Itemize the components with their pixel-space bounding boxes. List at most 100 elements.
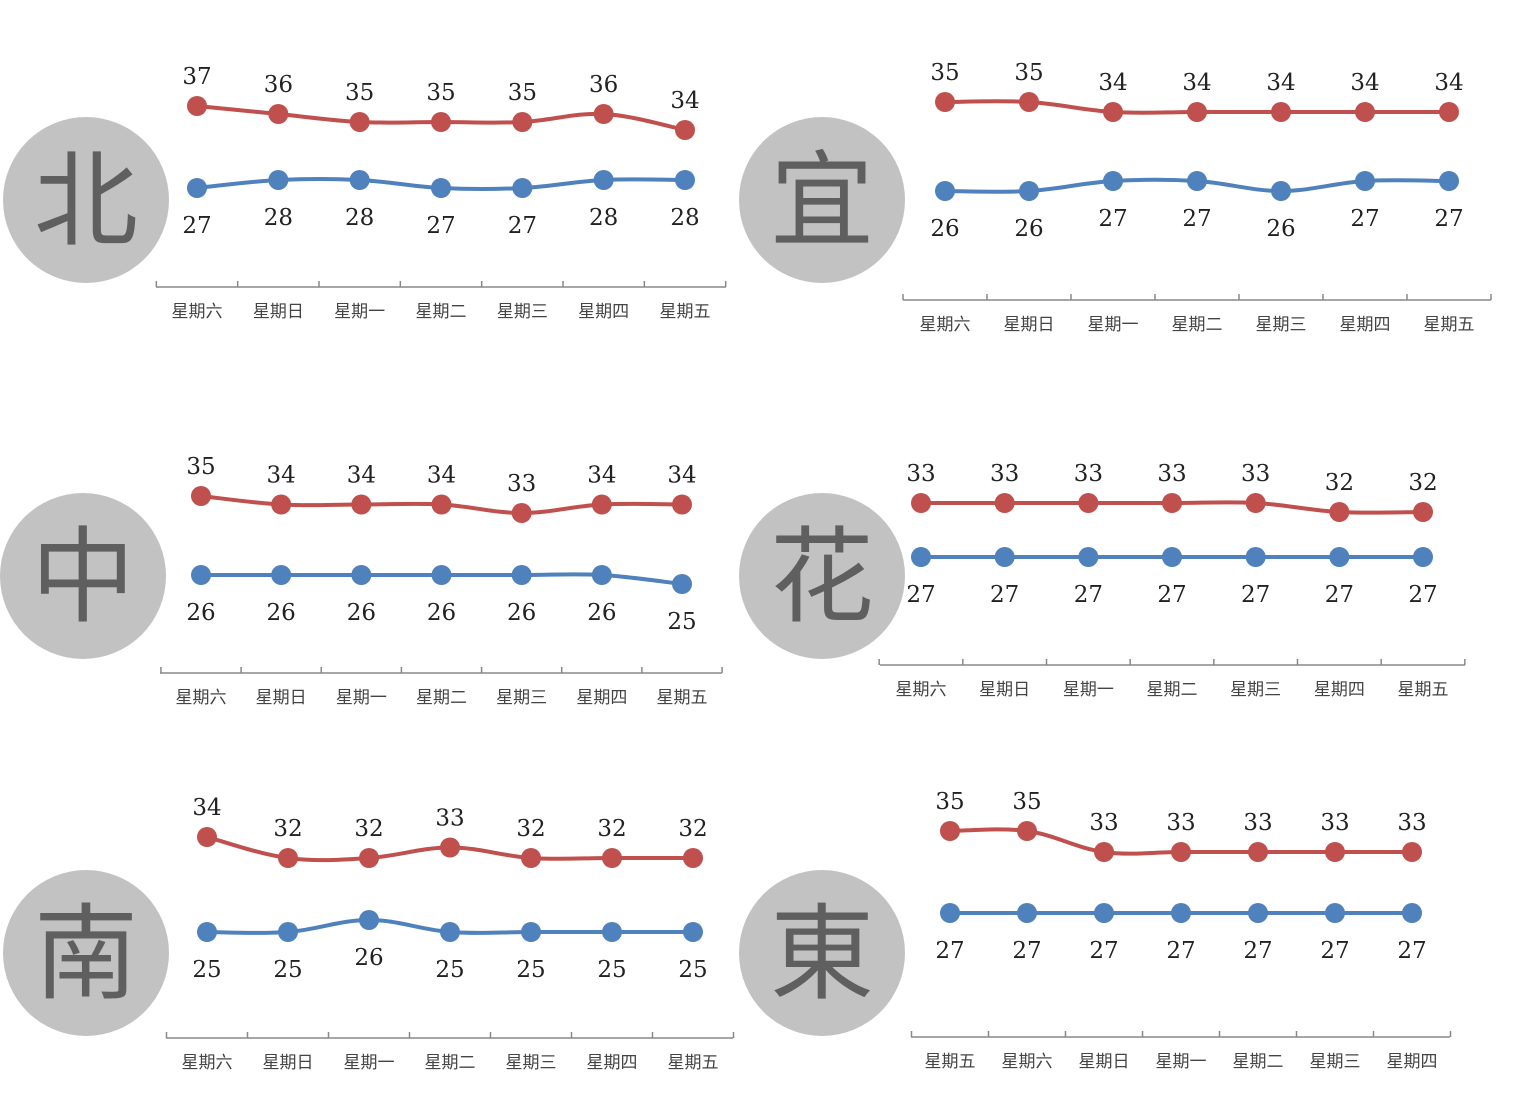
data-point-low <box>1094 903 1114 923</box>
data-point-high <box>994 493 1015 513</box>
data-point-low <box>431 565 452 585</box>
data-point-low <box>521 922 541 942</box>
data-point-high <box>187 96 207 116</box>
data-point-high <box>1162 493 1182 513</box>
data-point-high <box>1439 102 1459 122</box>
data-label-high: 32 <box>1408 470 1437 496</box>
data-point-high <box>1413 502 1433 522</box>
data-point-low <box>1439 171 1459 191</box>
data-label-high: 33 <box>1397 810 1426 836</box>
data-point-low <box>1017 903 1037 923</box>
data-label-high: 33 <box>906 461 935 487</box>
data-label-low: 26 <box>507 600 536 626</box>
data-point-high <box>591 494 612 515</box>
data-point-low <box>1162 547 1182 567</box>
data-point-high <box>1402 842 1422 862</box>
data-point-high <box>278 848 298 868</box>
x-tick-label: 星期四 <box>1340 315 1391 335</box>
data-label-low: 27 <box>1434 206 1463 232</box>
x-tick-label: 星期三 <box>506 1053 557 1073</box>
data-label-low: 28 <box>670 205 699 231</box>
data-point-low <box>994 547 1015 567</box>
data-point-high <box>191 486 211 506</box>
city-label: 南 <box>34 893 138 1015</box>
x-tick-label: 星期一 <box>1088 315 1139 335</box>
data-label-low: 27 <box>1350 206 1379 232</box>
data-label-high: 34 <box>267 463 296 489</box>
data-label-high: 35 <box>345 80 374 106</box>
data-point-high <box>1019 92 1039 112</box>
data-label-high: 33 <box>1241 461 1270 487</box>
data-label-high: 34 <box>192 795 221 821</box>
data-label-high: 33 <box>1157 461 1186 487</box>
data-point-high <box>512 112 533 132</box>
data-point-low <box>187 178 207 198</box>
data-label-high: 33 <box>1320 810 1349 836</box>
data-point-high <box>1103 102 1123 122</box>
x-tick-label: 星期二 <box>416 302 467 322</box>
data-label-high: 34 <box>667 463 696 489</box>
data-point-high <box>1325 842 1345 862</box>
x-tick-label: 星期日 <box>253 302 304 322</box>
data-point-low <box>675 170 695 190</box>
data-point-high <box>359 848 379 868</box>
x-tick-label: 星期五 <box>657 688 708 708</box>
data-label-low: 25 <box>678 957 707 983</box>
data-point-high <box>683 848 703 868</box>
data-label-high: 36 <box>589 72 618 98</box>
data-point-high <box>440 837 460 858</box>
data-label-low: 25 <box>597 957 626 983</box>
x-tick-label: 星期六 <box>1002 1052 1053 1072</box>
city-badge <box>739 117 905 283</box>
data-point-low <box>940 903 960 923</box>
data-point-high <box>1329 502 1350 522</box>
data-label-low: 27 <box>426 213 455 239</box>
data-point-low <box>278 922 298 942</box>
x-tick-label: 星期日 <box>1004 315 1055 335</box>
city-badge <box>739 870 905 1036</box>
data-label-high: 34 <box>347 463 376 489</box>
data-point-high <box>511 503 532 523</box>
x-tick-label: 星期三 <box>496 688 547 708</box>
data-label-low: 26 <box>427 600 456 626</box>
data-label-low: 25 <box>192 957 221 983</box>
data-label-high: 32 <box>678 816 707 842</box>
data-label-low: 25 <box>516 957 545 983</box>
city-label: 東 <box>770 893 874 1015</box>
x-tick-label: 星期四 <box>587 1053 638 1073</box>
data-point-high <box>431 112 451 132</box>
x-tick-label: 星期五 <box>925 1052 976 1072</box>
city-label: 中 <box>31 516 135 638</box>
data-point-high <box>1171 842 1191 862</box>
data-label-high: 35 <box>186 454 215 480</box>
x-tick-label: 星期一 <box>344 1053 395 1073</box>
data-point-low <box>359 910 379 930</box>
data-point-high <box>1187 102 1207 122</box>
data-label-low: 28 <box>589 205 618 231</box>
x-tick-label: 星期六 <box>182 1053 233 1073</box>
city-badge <box>739 493 905 659</box>
x-tick-label: 星期六 <box>920 315 971 335</box>
data-point-high <box>349 112 370 132</box>
x-tick-label: 星期一 <box>1156 1052 1207 1072</box>
x-tick-label: 星期二 <box>1147 680 1198 700</box>
data-point-low <box>1402 903 1422 923</box>
data-label-high: 32 <box>597 816 626 842</box>
city-label: 北 <box>34 140 138 262</box>
data-point-low <box>351 565 372 585</box>
data-label-high: 36 <box>264 72 293 98</box>
data-label-high: 34 <box>427 463 456 489</box>
data-label-high: 34 <box>587 463 616 489</box>
x-tick-label: 星期一 <box>336 688 387 708</box>
data-label-low: 28 <box>345 205 374 231</box>
data-label-high: 34 <box>1266 70 1295 96</box>
data-point-low <box>1187 171 1207 191</box>
data-point-low <box>197 922 217 942</box>
data-point-high <box>431 494 452 515</box>
x-tick-label: 星期日 <box>979 680 1030 700</box>
data-label-high: 37 <box>182 64 211 90</box>
data-point-low <box>672 574 692 594</box>
data-point-high <box>351 494 372 515</box>
